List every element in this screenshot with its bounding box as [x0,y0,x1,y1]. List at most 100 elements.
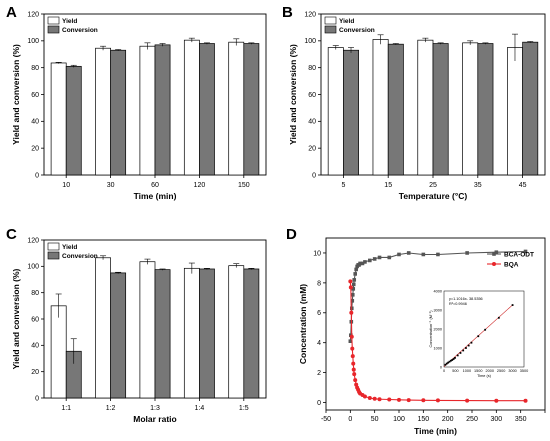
panel-letter-a: A [6,4,17,21]
bar-conversion [110,49,127,176]
legend-swatch-yield [47,16,60,25]
point-bca-odt [372,257,377,261]
x-axis-title: Temperature (°C) [399,191,468,201]
point-bca-odt [494,250,499,255]
inset-point [449,359,452,362]
y-tick-label: 0 [35,172,39,179]
y-tick-label: 60 [31,316,39,323]
inset-y-tick-label: 3000 [434,308,442,312]
point-bqa [465,398,470,403]
panel-a: A 0 20 40 60 80 100 120 10 30 60 120 150 Time (min) Y… [6,4,267,201]
point-bqa [349,334,354,339]
inset-point [447,361,450,364]
inset-x-axis-title: Time (s) [477,374,492,378]
panel-letter-d: D [286,226,297,243]
bar-conversion [387,43,404,176]
panel-d: D 0 2 4 6 8 10 -50 0 50 100 150 200 250 300 350 Time (m… [286,226,546,436]
x-tick-label: 200 [442,416,454,423]
point-bqa [352,372,357,377]
x-tick-label: 350 [515,416,527,423]
point-bca-odt [348,339,353,343]
legend-marker-bqa [492,262,496,266]
x-tick-label: 10 [62,182,70,189]
bar-yield [139,261,156,399]
y-tick-label: 20 [308,146,316,153]
legend-label-bqa: BQA [504,261,519,268]
point-bca-odt [350,299,355,303]
legend-swatch-conversion [47,251,60,260]
y-tick-label: 2 [317,370,321,377]
bar-conversion [154,269,171,399]
inset-point [459,352,462,354]
plot-area: 0 20 40 60 80 100 120 10 30 60 120 150 Time (min) Yie… [11,11,267,201]
legend-swatch-conversion [47,25,60,34]
point-bca-odt [358,261,362,266]
plot-area: 0 2 4 6 8 10 -50 0 50 100 150 200 250 300 350 Time (min… [298,237,546,436]
y-tick-label: 80 [31,290,39,297]
point-bqa [377,397,382,402]
inset-x-tick-label: 0 [443,369,445,373]
point-bqa [523,398,528,403]
y-axis-title: Concentration (mM) [298,284,308,364]
point-bqa [372,396,377,401]
bar-yield [417,39,434,176]
x-tick-label: 25 [429,182,437,189]
y-tick-label: 80 [308,65,316,72]
inset-point [465,347,467,349]
inset-point [454,356,456,359]
inset-x-tick-label: 3000 [508,369,516,373]
point-bqa [494,398,499,403]
y-tick-label: 8 [317,280,321,287]
x-tick-label: 100 [393,416,405,423]
x-tick-label: 30 [107,182,115,189]
bar-yield [139,45,156,176]
x-axis-title: Time (min) [134,191,177,201]
plot-frame [325,237,546,411]
plot-area: 0 20 40 60 80 100 120 1:1 1:2 1:3 1:4 1:5 Molar rati… [11,237,267,424]
bar-conversion [343,49,359,176]
point-bqa [397,397,401,402]
point-bqa [435,398,440,403]
legend-label-yield: Yield [339,18,354,25]
legend-label-conversion: Conversion [339,27,375,34]
legend-label-yield: Yield [62,244,77,251]
point-bqa [350,346,355,351]
legend-label-conversion: Conversion [62,253,98,260]
y-tick-label: 60 [308,92,316,99]
inset-point [462,349,465,352]
point-bca-odt [352,278,357,282]
point-bqa [348,279,353,284]
bar-yield [462,42,479,176]
point-bca-odt [377,255,382,260]
inset-point [511,304,514,306]
bar-yield [95,47,111,176]
inset-y-tick-label: 4000 [434,289,442,293]
point-bqa [406,398,411,403]
bar-yield [327,47,344,176]
point-bca-odt [368,258,372,263]
x-tick-label: 120 [194,182,206,189]
legend-label-conversion: Conversion [62,27,98,34]
bar-conversion [432,43,449,176]
point-bqa [351,367,356,372]
inset-point [444,363,447,366]
point-bca-odt [350,293,355,297]
y-tick-label: 20 [31,369,39,376]
point-bca-odt [351,287,356,291]
inset-point [445,362,448,365]
point-bca-odt [360,261,365,266]
inset-x-tick-label: 1500 [474,369,482,373]
panel-letter-c: C [6,226,17,243]
point-bqa [362,394,367,399]
panel-letter-b: B [282,4,293,21]
inset-point [497,316,500,319]
x-tick-label: 1:4 [195,405,205,412]
point-bqa [367,396,372,401]
bar-yield [95,257,111,399]
inset-point [448,360,451,363]
legend-label-bca-odt: BCA-ODT [504,251,534,258]
bar-yield [183,267,200,399]
inset-point [467,344,470,347]
bar-conversion [199,268,215,399]
inset-chart: 0 500 1000 1500 2000 2500 3000 3500010002000300… [429,289,528,378]
